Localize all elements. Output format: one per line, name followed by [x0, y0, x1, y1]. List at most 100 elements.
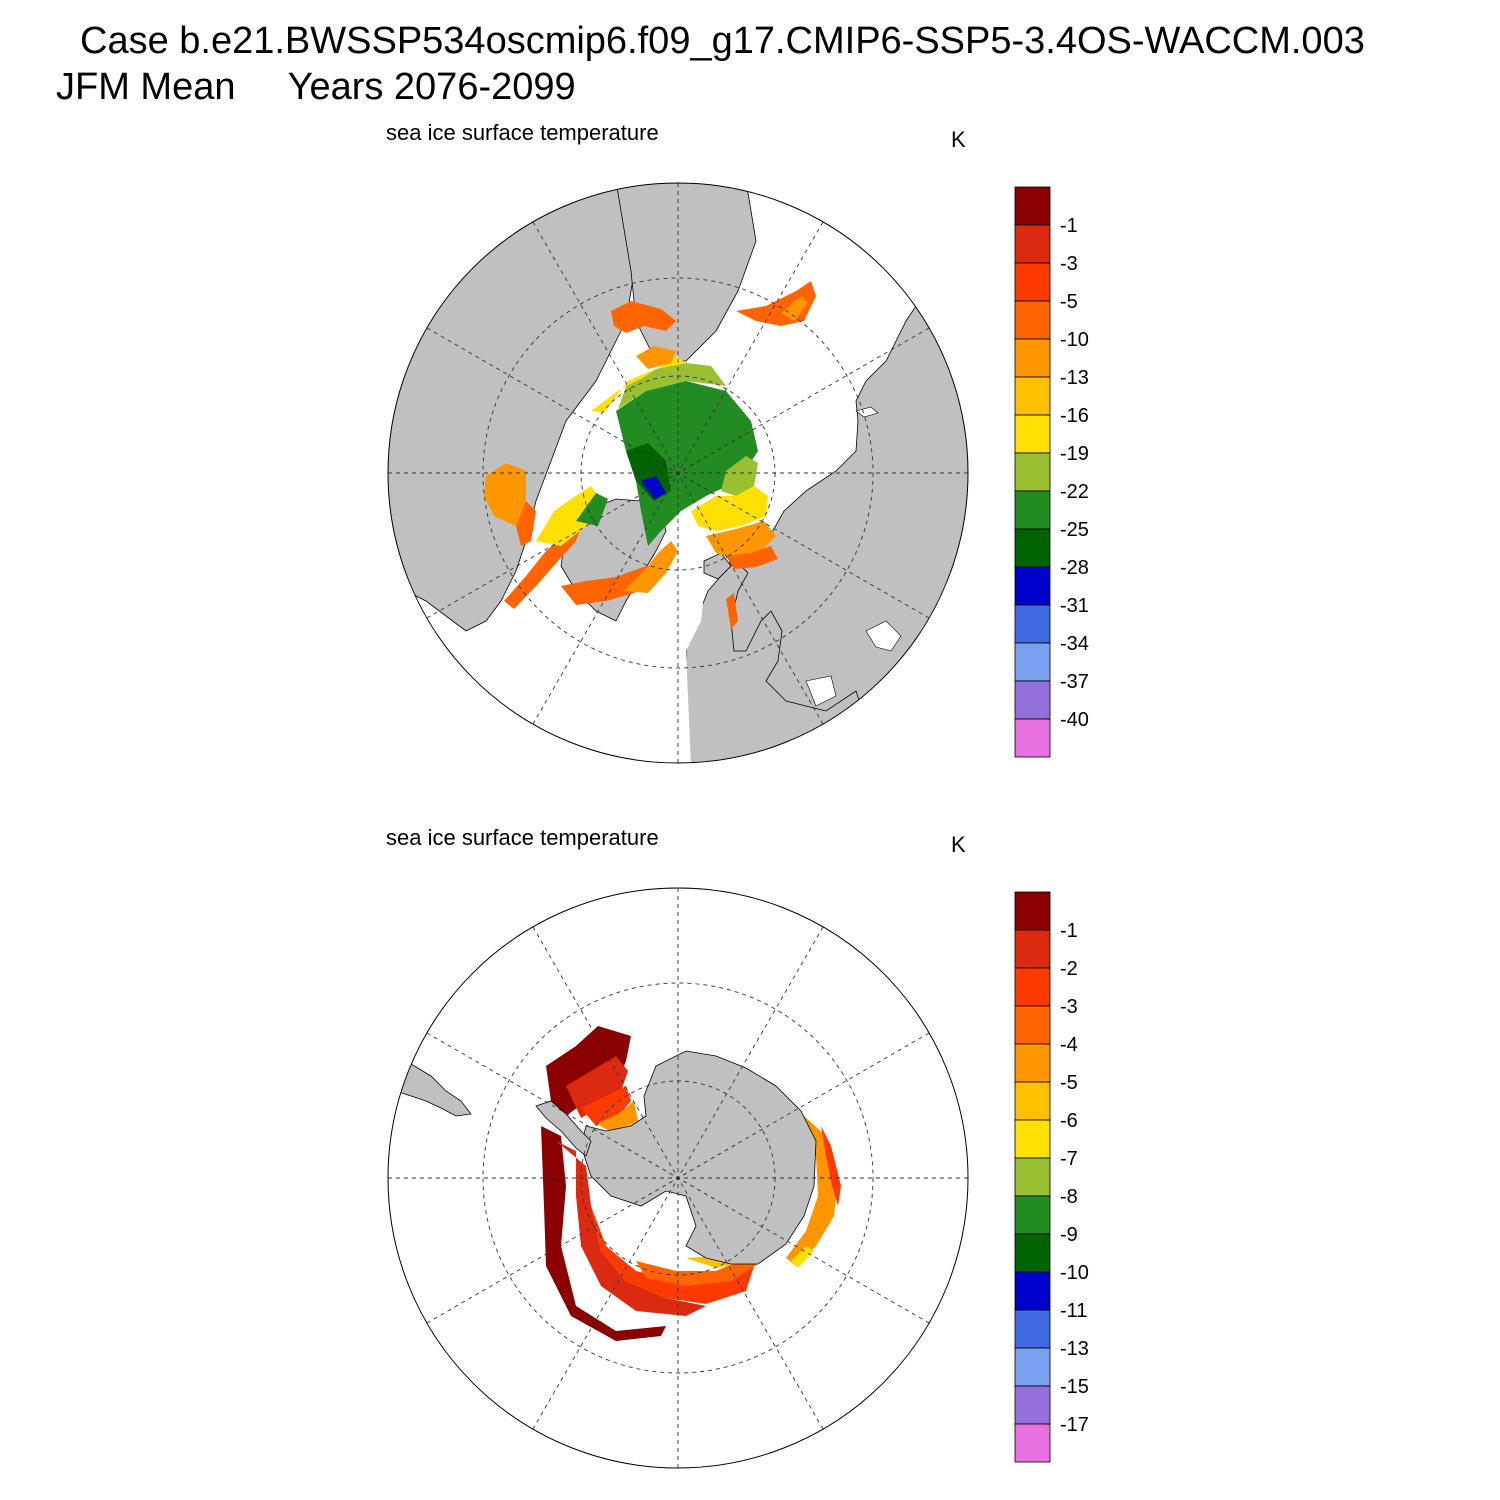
north-colorbar-label-13: -40 — [1060, 709, 1089, 731]
ice-east-antarctic-edge — [791, 1246, 814, 1268]
south-colorbar-label-6: -7 — [1060, 1148, 1078, 1170]
north-colorbar-label-0: -1 — [1060, 215, 1078, 237]
ice-baltic — [726, 593, 738, 629]
south-colorbar-label-8: -9 — [1060, 1224, 1078, 1246]
south-colorbar-swatch-7 — [1014, 1157, 1051, 1197]
north-colorbar-label-6: -19 — [1060, 443, 1089, 465]
ice-weddell-inner — [581, 1086, 631, 1126]
ice-greenland-south — [561, 566, 656, 605]
south-polar-map — [387, 887, 969, 1469]
south-colorbar-label-10: -11 — [1060, 1300, 1087, 1322]
north-colorbar-swatch-10 — [1014, 566, 1051, 606]
north-colorbar-label-2: -5 — [1060, 291, 1078, 313]
north-colorbar-label-12: -37 — [1060, 671, 1089, 693]
north-polar-map — [387, 182, 969, 764]
north-colorbar-swatch-14 — [1014, 718, 1051, 758]
north-colorbar-swatch-5 — [1014, 376, 1051, 416]
north-colorbar-label-7: -22 — [1060, 481, 1089, 503]
north-colorbar-label-8: -25 — [1060, 519, 1089, 541]
south-colorbar-swatch-8 — [1014, 1195, 1051, 1235]
south-colorbar-swatch-5 — [1014, 1081, 1051, 1121]
north-colorbar-swatch-8 — [1014, 490, 1051, 530]
north-colorbar-swatch-3 — [1014, 300, 1051, 340]
ice-east-antarctic-outer — [821, 1126, 841, 1206]
south-colorbar: -1 -2 -3 -4 -5 -6 -7 -8 -9 -10 -11 -13 -15 -17 — [1014, 891, 1089, 1463]
north-colorbar-label-10: -31 — [1060, 595, 1089, 617]
south-colorbar-label-9: -10 — [1060, 1262, 1089, 1284]
south-colorbar-label-13: -17 — [1060, 1414, 1089, 1436]
south-colorbar-label-11: -13 — [1060, 1338, 1089, 1360]
ice-amundsen-outer — [541, 1126, 666, 1341]
south-colorbar-swatch-1 — [1014, 929, 1051, 969]
ice-greenland-east — [624, 541, 678, 593]
north-colorbar-swatch-12 — [1014, 642, 1051, 682]
south-colorbar-swatch-14 — [1014, 1423, 1051, 1463]
north-colorbar-label-9: -28 — [1060, 557, 1089, 579]
ice-archipelago-blue — [641, 476, 666, 499]
ice-labrador-coast — [504, 526, 581, 609]
north-colorbar-label-3: -10 — [1060, 329, 1089, 351]
ice-central-arctic — [616, 381, 758, 546]
north-colorbar-label-11: -34 — [1060, 633, 1089, 655]
antarctica — [580, 1050, 817, 1265]
south-colorbar-label-7: -8 — [1060, 1186, 1078, 1208]
north-colorbar-swatch-9 — [1014, 528, 1051, 568]
lake-2 — [865, 620, 902, 652]
south-colorbar-swatch-11 — [1014, 1309, 1051, 1349]
south-colorbar-label-1: -2 — [1060, 958, 1078, 980]
north-colorbar-label-1: -3 — [1060, 253, 1078, 275]
south-colorbar-label-12: -15 — [1060, 1376, 1089, 1398]
north-atlantic-water — [586, 576, 706, 763]
south-colorbar-swatch-10 — [1014, 1271, 1051, 1311]
north-colorbar-swatch-6 — [1014, 414, 1051, 454]
south-colorbar-label-2: -3 — [1060, 996, 1078, 1018]
ice-bering-edge — [636, 346, 676, 369]
ice-weddell-outer — [546, 1026, 631, 1116]
lake-1 — [855, 406, 879, 418]
svalbard — [703, 552, 732, 580]
south-colorbar-label-4: -5 — [1060, 1072, 1078, 1094]
ice-kara-sea — [691, 486, 768, 531]
north-colorbar-swatch-2 — [1014, 262, 1051, 302]
south-colorbar-swatch-0 — [1014, 891, 1051, 931]
figure-title-line-2: JFM Mean Years 2076-2099 — [56, 66, 576, 108]
ice-barents-edge — [726, 546, 778, 569]
south-colorbar-swatch-13 — [1014, 1385, 1051, 1425]
north-colorbar-swatch-11 — [1014, 604, 1051, 644]
ice-okhotsk-inner — [781, 296, 808, 321]
south-panel-title: sea ice surface temperature — [386, 825, 659, 850]
ice-east-antarctic — [786, 1116, 838, 1266]
ice-chukchi-band — [591, 356, 686, 413]
ice-ross-edge — [636, 1258, 758, 1286]
north-colorbar: -1 -3 -5 -10 -13 -16 -19 -22 -25 -28 -31 -34 -37 -40 — [1014, 186, 1089, 758]
north-colorbar-swatch-7 — [1014, 452, 1051, 492]
ice-hudson-bay — [484, 463, 526, 526]
north-colorbar-swatch-0 — [1014, 186, 1051, 226]
ice-hudson-bay-edge — [516, 501, 536, 546]
south-graticule — [388, 888, 968, 1468]
north-colorbar-swatch-1 — [1014, 224, 1051, 264]
lake-3 — [805, 675, 837, 707]
ice-amundsen-mid — [556, 1141, 706, 1316]
antarctic-peninsula — [535, 1100, 592, 1157]
figure-title-line-1: Case b.e21.BWSSP534oscmip6.f09_g17.CMIP6… — [80, 20, 1365, 62]
south-colorbar-label-3: -4 — [1060, 1034, 1078, 1056]
north-map-border — [387, 182, 969, 764]
south-map-border — [387, 887, 969, 1469]
south-colorbar-label-5: -6 — [1060, 1110, 1078, 1132]
ice-weddell-mid — [566, 1056, 628, 1118]
south-colorbar-swatch-9 — [1014, 1233, 1051, 1273]
ice-bering-sea — [611, 301, 676, 333]
south-colorbar-label-0: -1 — [1060, 920, 1078, 942]
north-colorbar-label-4: -13 — [1060, 367, 1089, 389]
north-colorbar-swatch-13 — [1014, 680, 1051, 720]
south-colorbar-swatch-2 — [1014, 967, 1051, 1007]
ice-siberian-shelf — [721, 456, 758, 496]
south-colorbar-swatch-12 — [1014, 1347, 1051, 1387]
south-panel-units: K — [951, 832, 966, 857]
south-colorbar-swatch-4 — [1014, 1043, 1051, 1083]
north-panel-title: sea ice surface temperature — [386, 120, 659, 145]
north-colorbar-swatch-4 — [1014, 338, 1051, 378]
south-colorbar-swatch-3 — [1014, 1005, 1051, 1045]
north-panel-units: K — [951, 127, 966, 152]
